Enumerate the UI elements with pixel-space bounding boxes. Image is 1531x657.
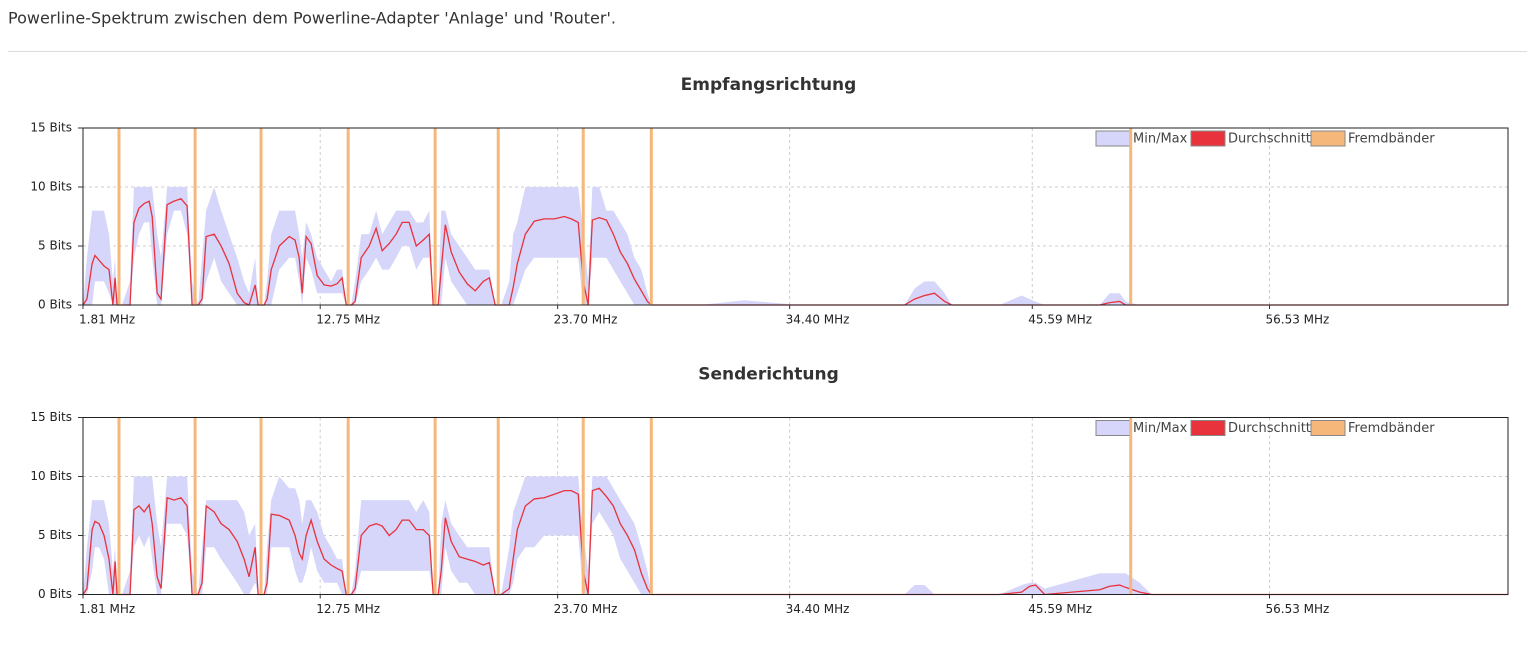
y-tick-label: 10 Bits <box>30 469 72 483</box>
y-tick-label: 0 Bits <box>38 298 72 312</box>
x-tick-label: 23.70 MHz <box>554 313 618 327</box>
y-tick-label: 15 Bits <box>30 410 72 424</box>
legend-label: Fremdbänder <box>1348 421 1435 436</box>
y-tick-label: 5 Bits <box>38 528 72 542</box>
page-header: Powerline-Spektrum zwischen dem Powerlin… <box>8 9 616 28</box>
legend-label: Durchschnitt <box>1228 421 1311 436</box>
legend-label: Durchschnitt <box>1228 132 1311 147</box>
chart-title: Senderichtung <box>698 365 838 385</box>
legend-swatch <box>1190 130 1226 147</box>
min-max-band <box>83 187 1508 305</box>
x-tick-label: 1.81 MHz <box>79 313 135 327</box>
plot-frame <box>82 417 1509 595</box>
x-tick-label: 12.75 MHz <box>316 602 380 616</box>
legend-swatch <box>1095 420 1131 436</box>
plot-frame <box>82 127 1509 306</box>
legend-label: Fremdbänder <box>1348 132 1435 147</box>
y-tick-label: 15 Bits <box>30 121 72 135</box>
x-tick-label: 34.40 MHz <box>786 602 850 616</box>
legend-swatch <box>1310 420 1346 436</box>
x-tick-label: 23.70 MHz <box>554 602 618 616</box>
y-tick-label: 0 Bits <box>38 587 72 601</box>
x-tick-label: 45.59 MHz <box>1028 602 1092 616</box>
chart-title: Empfangsrichtung <box>681 75 857 95</box>
min-max-band <box>83 476 1508 595</box>
legend-swatch <box>1190 420 1226 436</box>
x-tick-label: 12.75 MHz <box>316 313 380 327</box>
x-tick-label: 45.59 MHz <box>1028 313 1092 327</box>
x-tick-label: 1.81 MHz <box>79 602 135 616</box>
legend-label: Min/Max <box>1133 132 1188 147</box>
x-tick-label: 56.53 MHz <box>1265 602 1329 616</box>
x-tick-label: 34.40 MHz <box>786 313 850 327</box>
legend-swatch <box>1310 130 1346 147</box>
legend-swatch <box>1095 130 1131 147</box>
x-tick-label: 56.53 MHz <box>1265 313 1329 327</box>
y-tick-label: 10 Bits <box>30 180 72 194</box>
legend-label: Min/Max <box>1133 421 1188 436</box>
y-tick-label: 5 Bits <box>38 239 72 253</box>
